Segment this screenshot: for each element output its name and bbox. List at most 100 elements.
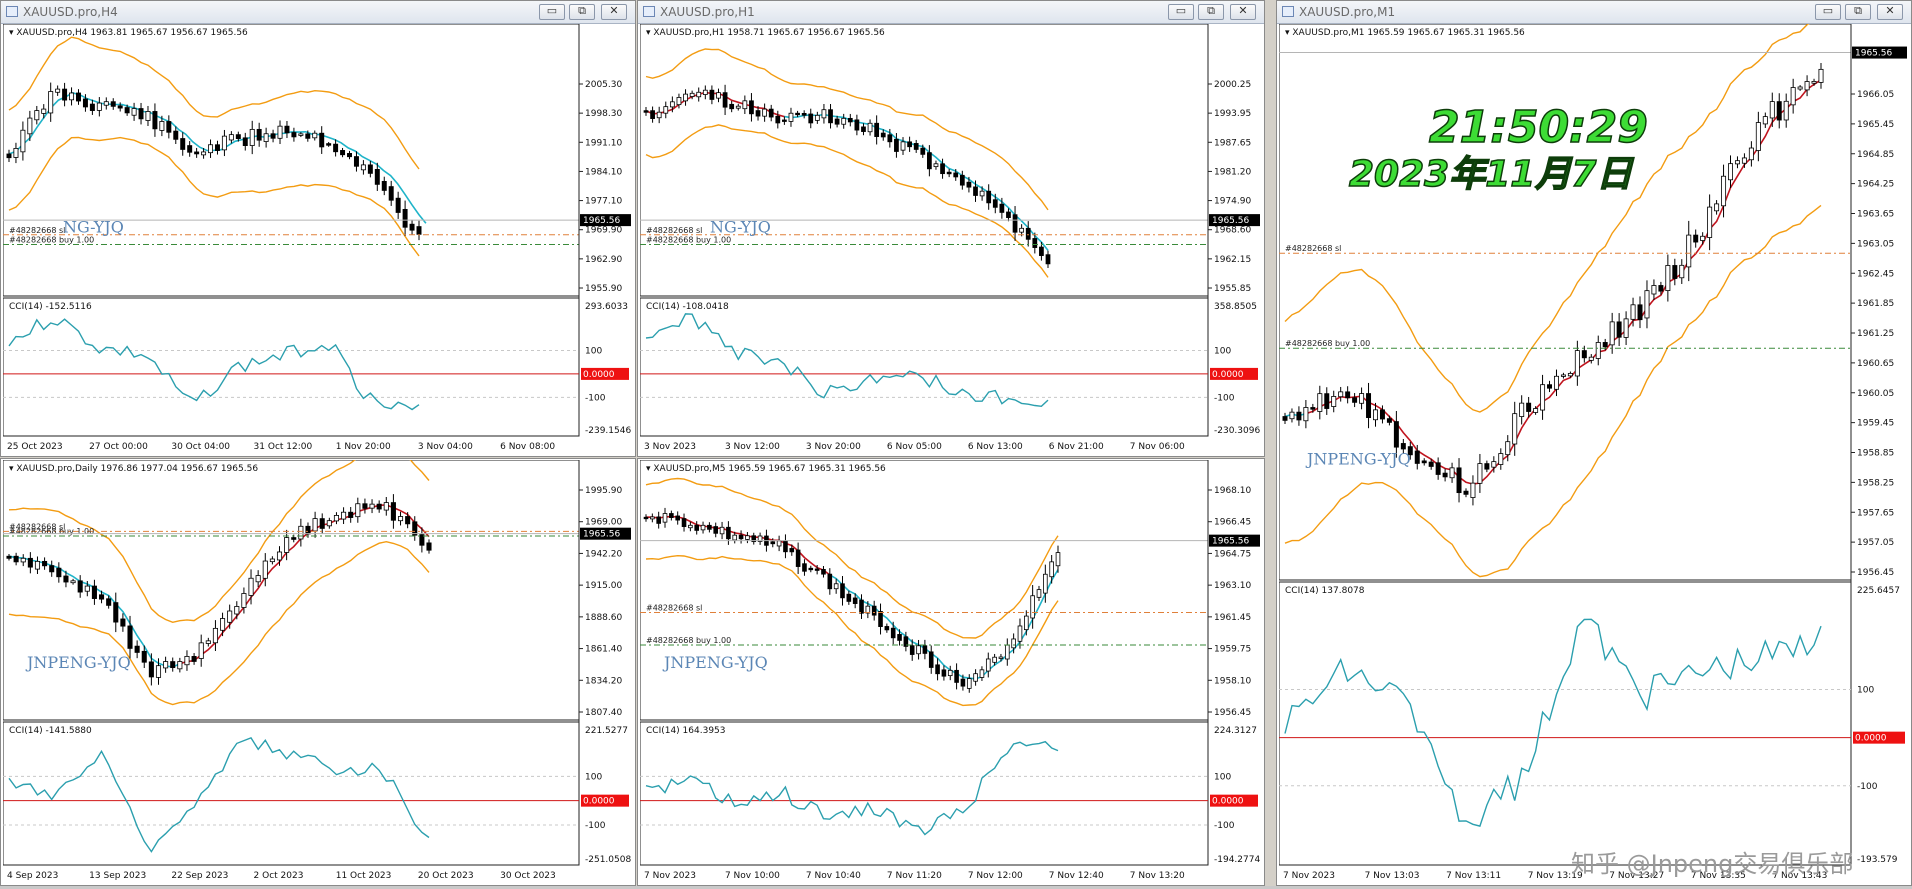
chart-canvas[interactable]: ▾ XAUUSD.pro,H1 1958.71 1965.67 1956.67 … [640,24,1262,454]
candle-body [814,568,820,571]
candle-body [834,118,840,125]
candle-body [865,605,871,614]
price-panel[interactable]: ▾ XAUUSD.pro,H4 1963.81 1965.67 1956.67 … [3,24,580,297]
candle-body [84,585,90,592]
candle-body [828,109,833,124]
candle-body [1658,285,1664,292]
restore-button[interactable]: ⧉ [1198,4,1224,20]
price-axis-label: 1958.85 [1857,449,1894,459]
candle-body [808,567,814,571]
candle-body [722,92,728,108]
chart-canvas[interactable]: ▾ XAUUSD.pro,Daily 1976.86 1977.04 1956.… [3,460,633,883]
close-button[interactable]: ✕ [1230,4,1256,20]
price-panel[interactable]: ▾ XAUUSD.pro,M1 1965.59 1965.67 1965.31 … [1279,24,1852,581]
chart-window-daily[interactable]: ▾ XAUUSD.pro,Daily 1976.86 1977.04 1956.… [0,458,636,886]
chart-window-m1[interactable]: XAUUSD.pro,M1 ▭ ⧉ ✕ ▾ XAUUSD.pro,M1 1965… [1276,0,1912,886]
candle-body [878,611,883,627]
candle-body [180,138,186,150]
candle-body [713,526,719,534]
chart-window-h4[interactable]: XAUUSD.pro,H4 ▭ ⧉ ✕ ▾ XAUUSD.pro,H4 1963… [0,0,636,457]
time-axis-label: 3 Nov 12:00 [725,442,780,452]
candle-body [103,101,109,106]
time-axis-label: 6 Nov 08:00 [500,442,555,452]
candle-body [1519,402,1525,417]
candle-body [49,565,55,573]
candle-body [13,148,19,158]
chart-window-icon [6,6,18,17]
chart-canvas[interactable]: ▾ XAUUSD.pro,M1 1965.59 1965.67 1965.31 … [1279,24,1909,883]
price-panel[interactable]: ▾ XAUUSD.pro,M5 1965.59 1965.67 1965.31 … [640,460,1209,721]
candle-body [312,132,318,139]
price-axis-label: 1963.10 [1214,581,1251,591]
minimize-button[interactable]: ▭ [539,4,565,20]
time-axis-label: 7 Nov 10:00 [725,871,780,881]
chart-watermark: JNPENG-YJQ [1305,449,1411,468]
chart-window-m5[interactable]: ▾ XAUUSD.pro,M5 1965.59 1965.67 1965.31 … [637,458,1265,886]
price-axis-label: 1998.30 [585,109,622,119]
window-titlebar[interactable]: XAUUSD.pro,M1 ▭ ⧉ ✕ [1277,1,1911,24]
cci-panel[interactable]: CCI(14) 164.3953 [640,721,1209,866]
current-price-tag [1209,214,1260,227]
candle-body [62,88,68,101]
bollinger-lower-band [8,136,420,257]
candle-body [841,117,847,125]
window-titlebar[interactable]: XAUUSD.pro,H4 ▭ ⧉ ✕ [1,1,635,24]
cci-header: CCI(14) 164.3953 [646,726,726,736]
close-button[interactable]: ✕ [1877,4,1903,20]
candle-body [1769,101,1775,119]
candle-body [163,661,169,669]
window-titlebar[interactable]: XAUUSD.pro,H1 ▭ ⧉ ✕ [638,1,1264,24]
cci-panel[interactable]: CCI(14) -141.5880 [3,721,580,866]
candle-body [675,515,680,521]
chart-canvas[interactable]: ▾ XAUUSD.pro,M5 1965.59 1965.67 1965.31 … [640,460,1262,883]
candle-body [6,153,12,159]
candle-body [48,91,54,114]
candle-body [1804,81,1810,91]
candle-body [1006,211,1011,218]
candle-body [124,107,130,114]
candle-body [656,111,662,119]
restore-button[interactable]: ⧉ [569,4,595,20]
candle-body [702,89,708,95]
candle-body [735,105,741,109]
candle-body [333,515,339,522]
minimize-button[interactable]: ▭ [1815,4,1841,20]
price-axis-label: 1962.90 [585,255,622,265]
candle-body [947,669,953,677]
price-panel[interactable]: ▾ XAUUSD.pro,H1 1958.71 1965.67 1956.67 … [640,24,1209,297]
price-axis-label: 1958.10 [1214,676,1251,686]
candle-body [973,673,978,682]
cci-panel[interactable]: CCI(14) -108.0418 [640,297,1209,437]
candlesticks [6,82,422,241]
restore-button[interactable]: ⧉ [1845,4,1871,20]
candle-body [650,110,655,119]
price-axis-label: 1969.00 [585,518,622,528]
candle-body [291,132,297,138]
candle-body [795,112,800,116]
time-axis-label: 6 Nov 13:00 [968,442,1023,452]
candle-body [783,540,788,553]
cci-panel[interactable]: CCI(14) 137.8078 [1279,581,1852,866]
price-panel[interactable]: ▾ XAUUSD.pro,Daily 1976.86 1977.04 1956.… [3,460,580,721]
candle-body [788,112,794,122]
cci-line [1284,618,1822,827]
candle-body [1721,175,1727,207]
candle-body [1560,374,1566,377]
candle-body [985,658,991,672]
candle-body [897,634,902,641]
chart-window-h1[interactable]: XAUUSD.pro,H1 ▭ ⧉ ✕ ▾ XAUUSD.pro,H1 1958… [637,0,1265,457]
minimize-button[interactable]: ▭ [1168,4,1194,20]
time-axis-label: 1 Nov 20:00 [336,442,391,452]
chart-canvas[interactable]: ▾ XAUUSD.pro,H4 1963.81 1965.67 1956.67 … [3,24,633,454]
chart-header: ▾ XAUUSD.pro,M1 1965.59 1965.67 1965.31 … [1285,28,1525,38]
cci-panel[interactable]: CCI(14) -152.5116 [3,297,580,437]
candle-body [1463,490,1469,495]
candle-body [82,98,88,108]
candle-body [1428,461,1434,467]
buy-order-label: #48282668 buy 1.00 [646,236,731,245]
candle-body [916,645,921,655]
candle-body [1512,413,1518,445]
candle-body [256,128,262,141]
close-button[interactable]: ✕ [601,4,627,20]
window-title: XAUUSD.pro,H4 [23,5,118,19]
